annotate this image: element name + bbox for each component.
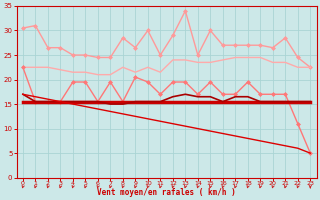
X-axis label: Vent moyen/en rafales ( km/h ): Vent moyen/en rafales ( km/h ): [97, 188, 236, 197]
